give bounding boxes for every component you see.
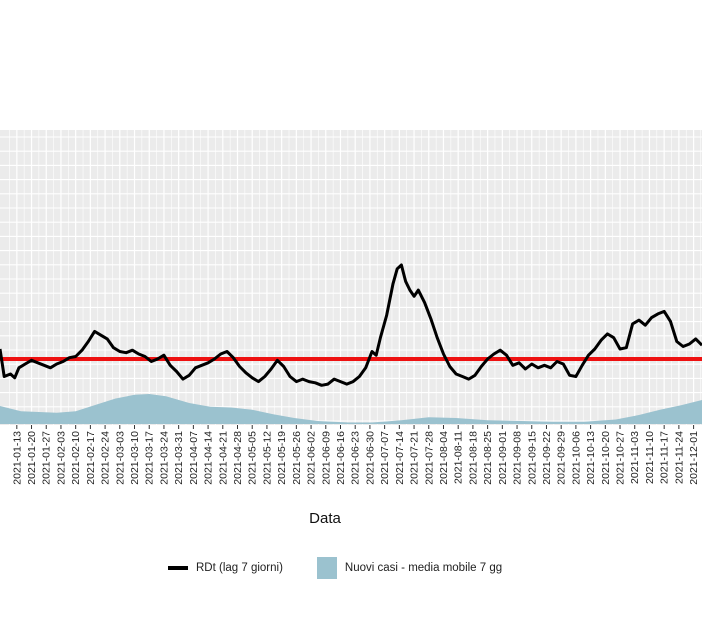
x-tick-label: 2021-03-03 [114,431,126,485]
x-tick-label: 2021-10-06 [570,431,582,485]
x-tick-label: 2021-06-23 [350,431,362,485]
x-tick-label: 2021-02-17 [85,431,97,485]
x-tick-label: 2021-06-30 [364,431,376,485]
x-tick-label: 2021-04-07 [188,431,200,485]
x-tick-label: 2021-03-31 [173,431,185,485]
legend-item-rdt: RDt (lag 7 giorni) [168,562,283,574]
x-tick-label: 2021-01-27 [41,431,53,485]
legend-key-line [168,566,188,570]
x-axis-title: Data [309,510,341,527]
x-tick-label: 2021-05-12 [261,431,273,485]
x-tick-label: 2021-06-16 [335,431,347,485]
x-tick-label: 2021-07-21 [409,431,421,485]
x-tick-label: 2021-04-14 [203,431,215,485]
legend-label-new-cases: Nuovi casi - media mobile 7 gg [344,562,503,574]
x-tick-label: 2021-06-02 [306,431,318,485]
x-tick-label: 2021-03-24 [158,431,170,485]
grid-lines [0,130,702,425]
x-tick-label: 2021-03-17 [144,431,156,485]
rdt-line [0,263,702,387]
x-tick-label: 2021-11-24 [673,431,685,484]
x-tick-label: 2021-08-25 [482,431,494,485]
x-tick-label: 2021-11-03 [629,431,641,484]
x-tick-label: 2021-08-04 [438,431,450,485]
x-tick-label: 2021-11-10 [644,431,656,484]
x-tick-label: 2021-05-19 [276,431,288,485]
x-tick-label: 2021-06-09 [320,431,332,485]
legend-label-rdt: RDt (lag 7 giorni) [196,562,283,574]
x-tick-label: 2021-10-27 [615,431,627,485]
x-tick-label: 2021-01-20 [26,431,38,485]
x-tick-label: 2021-09-08 [512,431,524,485]
x-tick-label: 2021-05-05 [247,431,259,485]
x-tick-label: 2021-09-22 [541,431,553,485]
x-tick-label: 2021-08-18 [467,431,479,485]
x-axis-ticks: 2021-01-13 2021-01-20 2021-01-27 2021-02-03… [11,425,700,485]
legend-key-area [316,557,337,579]
x-tick-label: 2021-07-28 [423,431,435,485]
new-cases-area-layer [0,394,702,424]
x-tick-label: 2021-05-26 [291,431,303,485]
x-tick-label: 2021-09-29 [556,431,568,485]
x-tick-label: 2021-11-17 [659,431,671,484]
x-tick-label: 2021-01-13 [11,431,23,485]
x-tick-label: 2021-07-14 [394,431,406,485]
x-tick-label: 2021-02-10 [70,431,82,485]
new-cases-area [0,394,702,424]
x-tick-label: 2021-10-13 [585,431,597,485]
x-tick-label: 2021-12-01 [688,431,700,485]
x-tick-label: 2021-09-01 [497,431,509,485]
x-tick-label: 2021-04-28 [232,431,244,485]
x-tick-label: 2021-07-07 [379,431,391,485]
x-tick-label: 2021-04-21 [217,431,229,485]
x-tick-label: 2021-09-15 [526,431,538,485]
legend-item-new-cases: Nuovi casi - media mobile 7 gg [316,557,503,579]
x-tick-label: 2021-08-11 [453,431,465,484]
x-tick-label: 2021-03-10 [129,431,141,485]
x-tick-label: 2021-10-20 [600,431,612,485]
x-tick-label: 2021-02-03 [55,431,67,485]
legend: RDt (lag 7 giorni) Nuovi casi - media mo… [168,556,536,580]
x-tick-label: 2021-02-24 [100,431,112,485]
rdt-line-layer [0,263,702,387]
